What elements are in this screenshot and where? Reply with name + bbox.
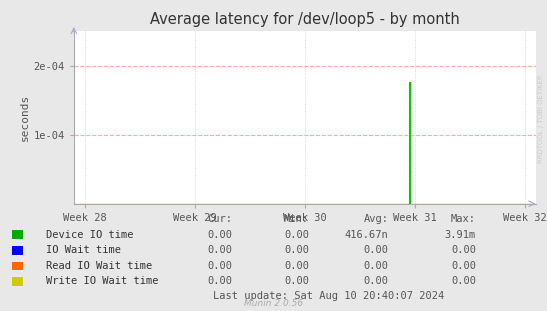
Text: 0.00: 0.00	[207, 230, 232, 240]
Text: 0.00: 0.00	[363, 261, 388, 271]
Text: 0.00: 0.00	[207, 261, 232, 271]
Text: Max:: Max:	[451, 214, 476, 224]
Text: 0.00: 0.00	[284, 276, 309, 286]
Text: 3.91m: 3.91m	[445, 230, 476, 240]
Text: Read IO Wait time: Read IO Wait time	[46, 261, 153, 271]
Text: 0.00: 0.00	[363, 245, 388, 255]
Text: Write IO Wait time: Write IO Wait time	[46, 276, 159, 286]
Text: 0.00: 0.00	[284, 245, 309, 255]
Text: 0.00: 0.00	[451, 261, 476, 271]
Text: 0.00: 0.00	[284, 261, 309, 271]
Text: 416.67n: 416.67n	[345, 230, 388, 240]
Text: 0.00: 0.00	[207, 245, 232, 255]
Text: Last update: Sat Aug 10 20:40:07 2024: Last update: Sat Aug 10 20:40:07 2024	[213, 291, 444, 301]
Text: 0.00: 0.00	[363, 276, 388, 286]
Text: RRDTOOL / TOBI OETIKER: RRDTOOL / TOBI OETIKER	[538, 74, 544, 163]
Text: Cur:: Cur:	[207, 214, 232, 224]
Text: Device IO time: Device IO time	[46, 230, 134, 240]
Text: 0.00: 0.00	[451, 245, 476, 255]
Text: IO Wait time: IO Wait time	[46, 245, 121, 255]
Title: Average latency for /dev/loop5 - by month: Average latency for /dev/loop5 - by mont…	[150, 12, 460, 27]
Text: 0.00: 0.00	[207, 276, 232, 286]
Text: Avg:: Avg:	[363, 214, 388, 224]
Text: Min:: Min:	[284, 214, 309, 224]
Y-axis label: seconds: seconds	[19, 94, 30, 141]
Text: Munin 2.0.56: Munin 2.0.56	[244, 299, 303, 308]
Text: 0.00: 0.00	[451, 276, 476, 286]
Text: 0.00: 0.00	[284, 230, 309, 240]
